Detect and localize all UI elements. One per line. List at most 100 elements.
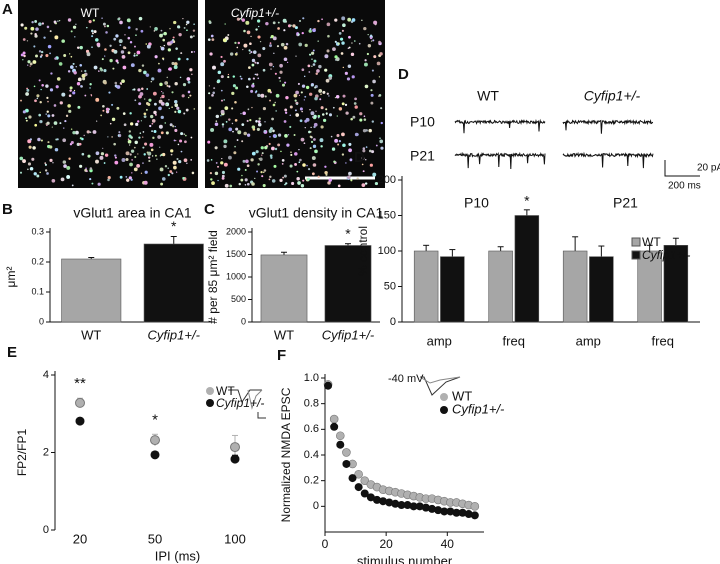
punctum — [50, 72, 53, 75]
punctum — [185, 162, 188, 165]
punctum — [334, 40, 337, 43]
punctum — [310, 140, 314, 143]
punctum — [272, 103, 276, 107]
punctum — [246, 182, 250, 186]
punctum — [63, 54, 67, 57]
punctum — [154, 27, 158, 31]
punctum — [294, 152, 298, 156]
punctum — [232, 130, 234, 133]
punctum — [45, 123, 48, 125]
punctum — [244, 169, 247, 171]
punctum — [41, 83, 44, 87]
punctum — [327, 34, 330, 38]
punctum — [241, 123, 245, 127]
punctum — [157, 68, 162, 73]
punctum — [279, 63, 283, 68]
punctum — [326, 49, 330, 53]
punctum — [220, 75, 224, 79]
punctum — [341, 16, 346, 21]
punctum — [334, 138, 339, 143]
punctum — [221, 174, 225, 178]
punctum — [53, 121, 58, 125]
punctum — [56, 77, 61, 81]
annotation: * — [524, 193, 530, 209]
punctum — [217, 179, 219, 182]
punctum — [309, 92, 313, 96]
punctum — [310, 136, 313, 139]
punctum — [297, 33, 300, 36]
punctum — [35, 27, 39, 31]
punctum — [145, 73, 150, 77]
legend-label: WT — [216, 384, 235, 398]
x-tick-label: freq — [503, 333, 525, 348]
punctum — [76, 82, 81, 86]
punctum — [285, 95, 289, 100]
punctum — [167, 48, 171, 52]
punctum — [344, 103, 348, 106]
point — [434, 506, 443, 515]
punctum — [299, 158, 302, 162]
punctum — [260, 171, 263, 174]
legend-label: Cyfip1+/- — [452, 401, 505, 416]
punctum — [370, 93, 374, 97]
punctum — [193, 23, 195, 26]
punctum — [67, 70, 71, 73]
punctum — [27, 168, 29, 171]
point — [397, 501, 406, 510]
punctum — [297, 181, 301, 185]
punctum — [149, 142, 154, 147]
punctum — [177, 143, 180, 146]
punctum — [104, 153, 109, 157]
punctum — [210, 178, 213, 181]
punctum — [164, 165, 168, 168]
punctum — [128, 176, 132, 180]
punctum — [186, 57, 189, 61]
punctum — [85, 167, 87, 170]
punctum — [102, 109, 105, 112]
punctum — [312, 28, 316, 33]
point — [230, 454, 240, 464]
punctum — [36, 94, 40, 98]
punctum — [108, 91, 111, 94]
punctum — [163, 44, 166, 47]
punctum — [43, 36, 46, 39]
punctum — [339, 37, 344, 41]
punctum — [105, 31, 108, 34]
punctum — [310, 83, 314, 87]
punctum — [89, 177, 92, 181]
punctum — [92, 130, 97, 134]
punctum — [311, 51, 315, 55]
punctum — [242, 111, 246, 116]
punctum — [235, 127, 239, 131]
punctum — [119, 82, 122, 85]
punctum — [114, 156, 117, 159]
punctum — [101, 17, 103, 19]
punctum — [341, 153, 345, 156]
punctum — [314, 27, 316, 30]
punctum — [297, 82, 300, 85]
punctum — [271, 117, 274, 121]
punctum — [211, 38, 215, 42]
punctum — [303, 75, 306, 78]
punctum — [182, 83, 187, 87]
punctum — [284, 108, 288, 112]
point — [336, 440, 345, 449]
punctum — [170, 153, 173, 156]
punctum — [176, 106, 180, 110]
punctum — [341, 102, 345, 106]
punctum — [259, 40, 262, 43]
punctum — [243, 29, 246, 33]
punctum — [174, 125, 176, 128]
legend-marker — [440, 406, 448, 414]
punctum — [135, 27, 138, 31]
punctum — [186, 29, 188, 32]
punctum — [210, 34, 214, 38]
punctum — [300, 91, 303, 94]
punctum — [228, 127, 233, 132]
y-tick-label: 1000 — [226, 271, 246, 281]
punctum — [151, 130, 153, 133]
punctum — [290, 153, 293, 156]
punctum — [149, 26, 151, 28]
punctum — [350, 52, 355, 57]
punctum — [176, 157, 179, 161]
